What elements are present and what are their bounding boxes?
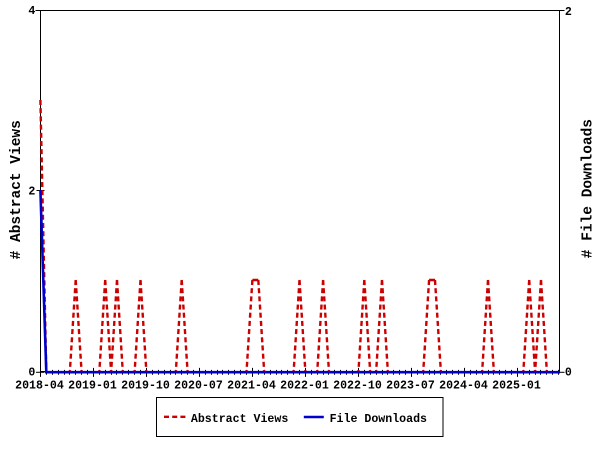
svg-text:2: 2	[28, 186, 35, 199]
svg-text:4: 4	[28, 5, 35, 18]
svg-text:2018-04: 2018-04	[15, 379, 64, 392]
svg-text:File Downloads: File Downloads	[330, 413, 427, 426]
svg-text:0: 0	[565, 367, 572, 380]
svg-text:Abstract Views: Abstract Views	[191, 413, 288, 426]
svg-text:# File Downloads: # File Downloads	[581, 119, 597, 258]
svg-text:2020-07: 2020-07	[174, 379, 223, 392]
svg-text:2019-01: 2019-01	[68, 379, 117, 392]
svg-text:2019-10: 2019-10	[121, 379, 170, 392]
svg-text:2024-04: 2024-04	[439, 379, 488, 392]
svg-text:2: 2	[565, 6, 572, 19]
svg-text:2022-01: 2022-01	[280, 379, 329, 392]
svg-text:2023-07: 2023-07	[386, 379, 435, 392]
svg-text:2021-04: 2021-04	[227, 379, 276, 392]
svg-text:# Abstract Views: # Abstract Views	[9, 120, 25, 259]
svg-text:2025-01: 2025-01	[492, 379, 541, 392]
svg-text:2022-10: 2022-10	[333, 379, 382, 392]
svg-text:0: 0	[28, 367, 35, 380]
